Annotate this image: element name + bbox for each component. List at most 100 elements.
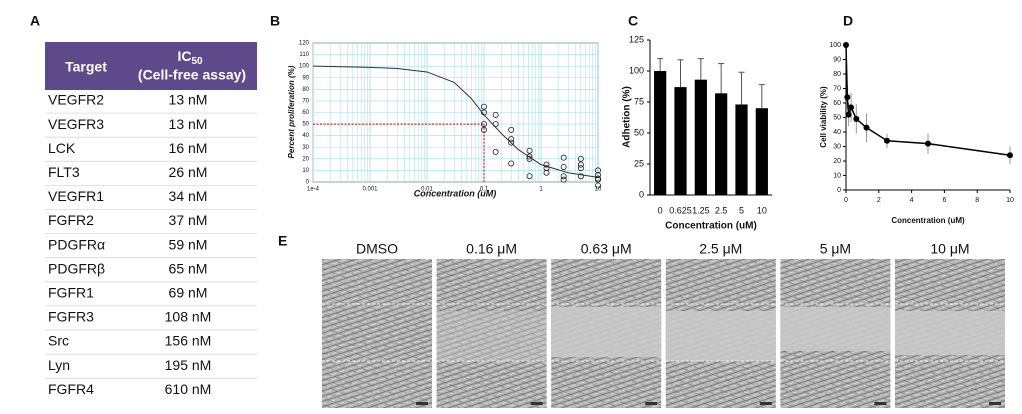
scale-bar [416, 402, 428, 405]
bar [715, 93, 728, 195]
image-label: 0.63 μM [581, 241, 632, 257]
data-point [492, 148, 499, 155]
y-tick-label: 100 [299, 64, 310, 70]
table-cell: 34 nM [169, 188, 208, 204]
y-tick-label: 50 [302, 122, 309, 128]
wound-gap [551, 307, 662, 357]
data-point [508, 139, 515, 146]
table-cell: 13 nM [169, 116, 208, 132]
x-tick-label: 1.25 [692, 205, 710, 215]
table-header-bg [45, 42, 257, 90]
wound-gap [665, 311, 776, 361]
data-point [848, 104, 855, 111]
data-point [560, 163, 567, 170]
y-tick-label: 0 [837, 187, 841, 194]
y-tick-label: 60 [302, 110, 309, 116]
data-point [508, 160, 515, 167]
table-cell: 108 nM [165, 309, 212, 325]
wound-gap [895, 311, 1005, 355]
x-tick-label: 6 [942, 197, 946, 204]
panel-label: C [628, 13, 638, 29]
panel-label: B [270, 13, 280, 29]
x-tick-label: 0.1 [480, 187, 489, 193]
x-tick-label: 10 [757, 205, 767, 215]
image-label: 10 μM [930, 241, 969, 257]
panel-label: E [278, 233, 287, 249]
y-tick-label: 50 [634, 127, 644, 137]
x-tick-label: 0.01 [421, 187, 433, 193]
y-tick-label: 25 [634, 158, 644, 168]
data-point [845, 111, 852, 118]
x-tick-label: 2 [877, 197, 881, 204]
bar [694, 79, 707, 195]
x-tick-label: 8 [975, 197, 979, 204]
y-tick-label: 100 [629, 65, 644, 75]
scale-bar [645, 402, 658, 405]
table-cell: 26 nM [169, 164, 208, 180]
data-point [492, 121, 499, 128]
y-axis-label: Cell viability (%) [819, 86, 828, 148]
x-tick-label: 10 [1006, 197, 1014, 204]
table-cell: FLT3 [48, 164, 80, 180]
micrograph-texture [436, 259, 547, 408]
data-point [543, 161, 550, 168]
y-tick-label: 70 [302, 98, 309, 104]
bar [735, 104, 748, 195]
y-tick-label: 70 [833, 85, 841, 92]
x-tick-label: 0 [658, 205, 663, 215]
table-cell: 195 nM [165, 357, 212, 373]
y-tick-label: 75 [634, 96, 644, 106]
table-cell: LCK [48, 140, 76, 156]
table-cell: VEGFR3 [48, 116, 104, 132]
data-point [560, 176, 567, 183]
bar [674, 87, 687, 195]
ic50-main: IC [177, 48, 191, 64]
data-point [844, 94, 851, 101]
data-point [560, 154, 567, 161]
y-tick-label: 20 [302, 156, 309, 162]
x-axis-label: Concentration (uM) [891, 216, 965, 225]
data-point [595, 176, 602, 183]
x-tick-label: 5 [739, 205, 744, 215]
table-cell: FGFR3 [48, 309, 94, 325]
image-label: 0.16 μM [466, 241, 517, 257]
y-tick-label: 30 [302, 145, 309, 151]
y-tick-label: 20 [833, 158, 841, 165]
table-cell: 65 nM [169, 260, 208, 276]
table-cell: 59 nM [169, 236, 208, 252]
table-cell: 610 nM [165, 381, 212, 397]
data-point [508, 136, 515, 143]
table-cell: PDGFRα [48, 236, 105, 252]
x-tick-label: 0 [844, 197, 848, 204]
data-point [526, 153, 533, 160]
x-tick-label: 0.001 [362, 187, 378, 193]
panel-label: A [30, 13, 40, 29]
x-tick-label: 0.625 [669, 205, 692, 215]
wound-gap [436, 311, 547, 361]
table-cell: Src [48, 333, 69, 349]
y-tick-label: 0 [306, 180, 310, 186]
data-point [543, 165, 550, 172]
scale-bar [989, 402, 1001, 405]
y-tick-label: 60 [833, 100, 841, 107]
y-axis-label: Percent proliferation (%) [287, 65, 296, 158]
data-point [508, 126, 515, 133]
micrograph-texture [322, 259, 432, 408]
table-header: IC50 [177, 48, 203, 67]
data-point [526, 147, 533, 154]
data-point [526, 173, 533, 180]
scale-bar [759, 402, 772, 405]
data-point [480, 121, 487, 128]
y-tick-label: 125 [629, 34, 644, 44]
data-point [480, 109, 487, 116]
data-point [543, 169, 550, 176]
data-point [577, 173, 584, 180]
table-cell: 37 nM [169, 212, 208, 228]
y-tick-label: 10 [302, 168, 309, 174]
y-tick-label: 80 [302, 87, 309, 93]
y-tick-label: 0 [639, 189, 644, 199]
data-point [560, 173, 567, 180]
scale-bar [874, 402, 887, 405]
x-axis-label: Concentration (uM) [665, 221, 757, 232]
